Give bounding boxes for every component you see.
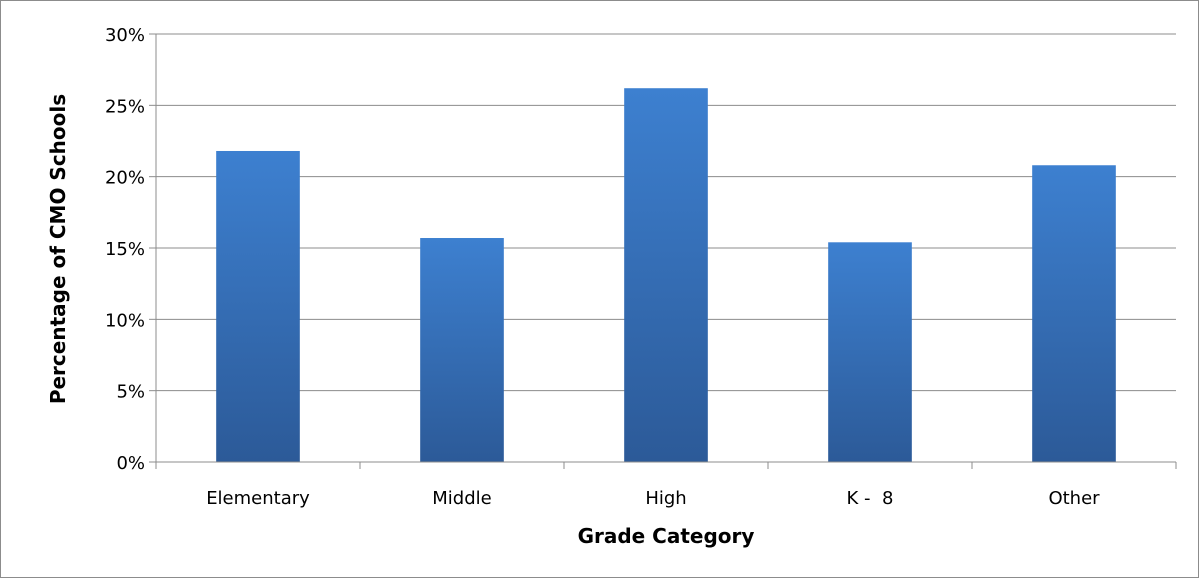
bar-k-8 <box>828 242 912 462</box>
y-tick-label: 10% <box>105 310 145 331</box>
x-tick-labels: Elementary Middle High K - 8 Other <box>206 488 1100 509</box>
bar-elementary <box>216 150 300 462</box>
y-axis-title: Percentage of CMO Schools <box>46 94 70 404</box>
y-tick-label: 0% <box>116 453 145 474</box>
y-tick-label: 25% <box>105 96 145 117</box>
y-tick-label: 5% <box>116 382 145 403</box>
bar-high <box>624 88 708 463</box>
bars <box>216 88 1116 463</box>
y-tick-labels: 0% 5% 10% 15% 20% 25% 30% <box>105 25 145 474</box>
bar-middle <box>420 238 504 462</box>
x-tick-label: High <box>645 488 686 509</box>
x-tick-label: K - 8 <box>847 488 894 509</box>
bar-other <box>1032 165 1116 462</box>
x-tick-label: Middle <box>432 488 491 509</box>
y-tick-label: 15% <box>105 239 145 260</box>
x-tick-label: Other <box>1048 488 1100 509</box>
y-tick-label: 20% <box>105 168 145 189</box>
axes <box>149 33 1177 469</box>
x-tick-label: Elementary <box>206 488 310 509</box>
x-axis-title: Grade Category <box>578 524 755 548</box>
y-tick-label: 30% <box>105 25 145 46</box>
